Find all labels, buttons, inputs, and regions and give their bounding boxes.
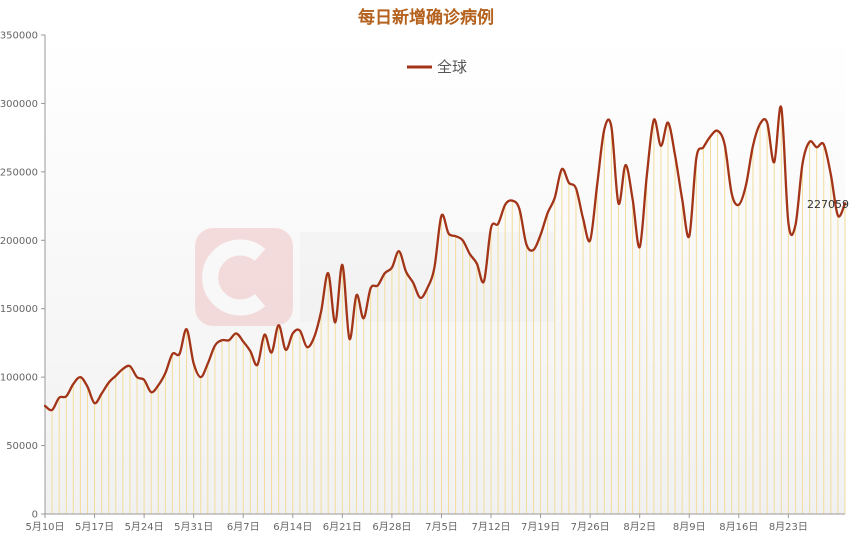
x-tick-label: 6月7日 [227, 521, 260, 533]
x-tick-label: 5月17日 [75, 521, 114, 533]
x-tick-label: 7月19日 [521, 521, 560, 533]
y-tick-label: 200000 [0, 236, 38, 247]
y-tick-label: 350000 [0, 31, 38, 42]
x-axis-ticks: 5月10日 5月17日 5月24日 5月31日 6月7日 6月14日 6月21日 6月28日 7… [25, 514, 808, 533]
x-tick-label: 7月12日 [471, 521, 510, 533]
y-tick-label: 100000 [0, 373, 38, 384]
x-tick-label: 7月5日 [425, 521, 458, 533]
y-tick-label: 150000 [0, 304, 38, 315]
x-tick-label: 5月24日 [125, 521, 164, 533]
y-tick-label: 300000 [0, 99, 38, 110]
legend-label: 全球 [437, 58, 467, 76]
x-tick-label: 5月10日 [25, 521, 64, 533]
x-tick-label: 8月16日 [719, 521, 758, 533]
x-tick-label: 8月2日 [623, 521, 656, 533]
y-tick-label: 0 [32, 510, 38, 521]
x-tick-label: 7月26日 [571, 521, 610, 533]
x-tick-label: 6月28日 [372, 521, 411, 533]
chart-title: 每日新增确诊病例 [358, 7, 494, 28]
y-axis-ticks: 0 50000 100000 150000 200000 250000 300000 3500… [0, 31, 45, 521]
x-tick-label: 8月23日 [769, 521, 808, 533]
legend[interactable]: 全球 [407, 58, 467, 76]
y-tick-label: 250000 [0, 167, 38, 178]
watermark-logo [195, 228, 555, 326]
x-tick-label: 5月31日 [174, 521, 213, 533]
plot-background [45, 35, 845, 514]
area-fill-bars [44, 107, 846, 514]
x-tick-label: 6月14日 [273, 521, 312, 533]
x-tick-label: 6月21日 [323, 521, 362, 533]
series-line-global [43, 105, 847, 412]
x-tick-label: 8月9日 [673, 521, 706, 533]
y-tick-label: 50000 [6, 441, 38, 452]
last-value-label: 227059 [807, 198, 849, 211]
